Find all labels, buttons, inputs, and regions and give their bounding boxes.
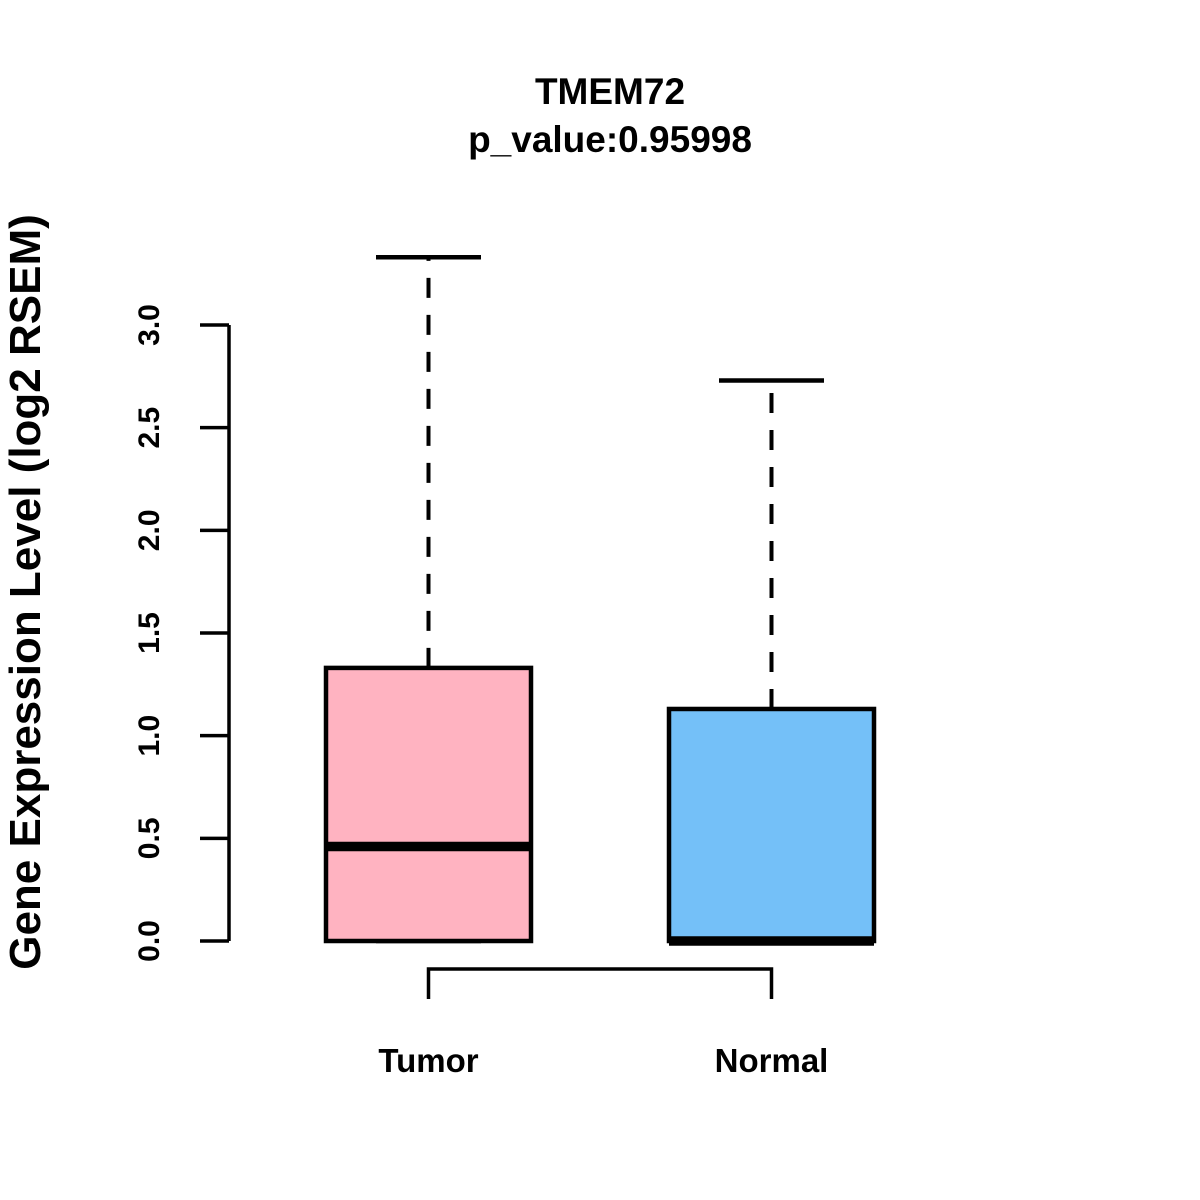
- y-tick-label: 2.5: [133, 407, 166, 449]
- y-tick-label: 2.0: [133, 509, 166, 551]
- tumor-box: [323, 665, 534, 944]
- y-tick-label: 0.5: [133, 817, 166, 859]
- y-axis-ticks: 0.0 0.5 1.0 1.5 2.0 2.5 3.0: [133, 304, 229, 962]
- x-label-tumor: Tumor: [378, 1042, 478, 1079]
- group-comparison-bracket: [426, 967, 774, 999]
- boxplot-boxes: [323, 255, 877, 946]
- y-tick-label: 0.0: [133, 920, 166, 962]
- normal-box: [666, 706, 877, 944]
- y-axis-label: Gene Expression Level (log2 RSEM): [1, 214, 50, 970]
- chart-title: TMEM72: [535, 71, 685, 112]
- chart-subtitle-pvalue: p_value:0.95998: [468, 119, 752, 160]
- y-tick-label: 1.0: [133, 715, 166, 757]
- y-tick-label: 1.5: [133, 612, 166, 654]
- x-label-normal: Normal: [715, 1042, 829, 1079]
- bracket-path: [426, 967, 774, 999]
- y-tick-label: 3.0: [133, 304, 166, 346]
